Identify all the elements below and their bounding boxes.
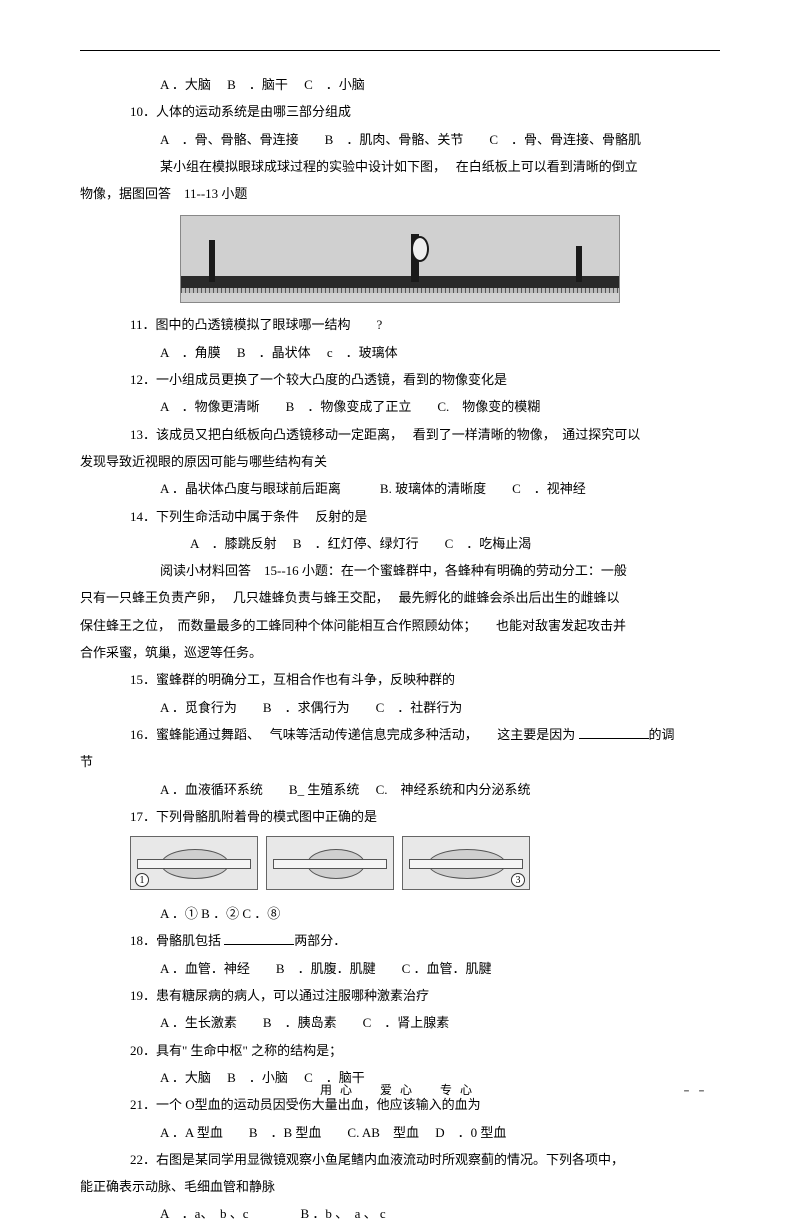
q12-options: A ．物像更清晰 B ．物像变成了正立 C. 物像变的模糊 xyxy=(80,393,720,420)
q15-options: A ．觅食行为 B ．求偶行为 C ．社群行为 xyxy=(80,694,720,721)
q21-options: A ．A 型血 B ．B 型血 C. AB 型血 D ．0 型血 xyxy=(80,1119,720,1146)
q18-options: A ．血管．神经 B ．肌腹．肌腱 C ．血管．肌腱 xyxy=(80,955,720,982)
q22-stem-b: 能正确表示动脉、毛细血管和静脉 xyxy=(80,1173,720,1200)
top-divider xyxy=(80,50,720,51)
q16-text-a: 16．蜜蜂能通过舞蹈、 气味等活动传递信息完成多种活动， 这主要是因为 xyxy=(130,727,579,742)
q16-stem-c: 节 xyxy=(80,748,720,775)
passage2-d: 合作采蜜，筑巢，巡逻等任务。 xyxy=(80,639,720,666)
q18-stem: 18．骨骼肌包括 两部分． xyxy=(80,927,720,954)
bone-figure-row: 1 3 xyxy=(80,836,720,890)
q11-stem: 11．图中的凸透镜模拟了眼球哪一结构 ? xyxy=(80,311,720,338)
q14-options: A ．膝跳反射 B ．红灯停、绿灯行 C ．吃梅止渴 xyxy=(80,530,720,557)
q13-stem-b: 发现导致近视眼的原因可能与哪些结构有关 xyxy=(80,448,720,475)
q12-stem: 12．一小组成员更换了一个较大凸度的凸透镜，看到的物像变化是 xyxy=(80,366,720,393)
q17-stem: 17．下列骨骼肌附着骨的模式图中正确的是 xyxy=(80,803,720,830)
q10-options: A ．骨、骨骼、骨连接 B ．肌肉、骨骼、关节 C ．骨、骨连接、骨骼肌 xyxy=(80,126,720,153)
optical-bench-figure xyxy=(80,215,720,303)
q9-options: A ．大脑 B ．脑干 C ．小脑 xyxy=(80,71,720,98)
bone-figure-3: 3 xyxy=(402,836,530,890)
bone-figure-2 xyxy=(266,836,394,890)
q19-stem: 19．患有糖尿病的病人，可以通过注服哪种激素治疗 xyxy=(80,982,720,1009)
bone-figure-1: 1 xyxy=(130,836,258,890)
q11-options: A ．角膜 B ．晶状体 c ．玻璃体 xyxy=(80,339,720,366)
q22-stem-a: 22．右图是某同学用显微镜观察小鱼尾鳍内血液流动时所观察蓟的情况。下列各项中， xyxy=(80,1146,720,1173)
q16-text-b: 的调 xyxy=(649,727,675,742)
q16-stem: 16．蜜蜂能通过舞蹈、 气味等活动传递信息完成多种活动， 这主要是因为 的调 xyxy=(80,721,720,748)
q10-stem: 10．人体的运动系统是由哪三部分组成 xyxy=(80,98,720,125)
q13-options: A ．晶状体凸度与眼球前后距离 B. 玻璃体的清晰度 C ．视神经 xyxy=(80,475,720,502)
q18-text-b: 两部分． xyxy=(294,933,346,948)
passage1-b: 物像，据图回答 11--13 小题 xyxy=(80,180,720,207)
footer-page-mark: ﹣﹣ xyxy=(680,1076,710,1103)
q16-options: A ．血液循环系统 B_ 生殖系统 C. 神经系统和内分泌系统 xyxy=(80,776,720,803)
passage2-b: 只有一只蜂王负责产卵， 几只雄蜂负责与蜂王交配， 最先孵化的雌蜂会杀出后出生的雌… xyxy=(80,584,720,611)
passage1-a: 某小组在模拟眼球成球过程的实验中设计如下图， 在白纸板上可以看到清晰的倒立 xyxy=(80,153,720,180)
passage2-a: 阅读小材料回答 15--16 小题：在一个蜜蜂群中，各蜂种有明确的劳动分工：一般 xyxy=(80,557,720,584)
q18-blank xyxy=(224,932,294,945)
q14-stem: 14．下列生命活动中属于条件 反射的是 xyxy=(80,503,720,530)
q17-options: A ．① B ．② C ．⑧ xyxy=(80,900,720,927)
passage2-c: 保住蜂王之位， 而数量最多的工蜂同种个体问能相互合作照顾幼体； 也能对敌害发起攻… xyxy=(80,612,720,639)
q15-stem: 15．蜜蜂群的明确分工，互相合作也有斗争，反映种群的 xyxy=(80,666,720,693)
q18-text-a: 18．骨骼肌包括 xyxy=(130,933,224,948)
q22-options: A ．a、 b 、c B ．b 、 a 、 c xyxy=(80,1200,720,1227)
q20-stem: 20．具有" 生命中枢" 之称的结构是； xyxy=(80,1037,720,1064)
q16-blank xyxy=(579,726,649,739)
q19-options: A ．生长激素 B ．胰岛素 C ．肾上腺素 xyxy=(80,1009,720,1036)
q13-stem-a: 13．该成员又把白纸板向凸透镜移动一定距离， 看到了一样清晰的物像， 通过探究可… xyxy=(80,421,720,448)
